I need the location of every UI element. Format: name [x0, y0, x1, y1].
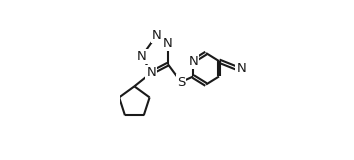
- Text: N: N: [163, 37, 173, 50]
- Text: N: N: [188, 55, 198, 68]
- Text: N: N: [152, 29, 161, 42]
- Text: S: S: [177, 76, 185, 88]
- Text: N: N: [236, 62, 246, 75]
- Text: N: N: [137, 50, 147, 63]
- Text: N: N: [146, 66, 156, 79]
